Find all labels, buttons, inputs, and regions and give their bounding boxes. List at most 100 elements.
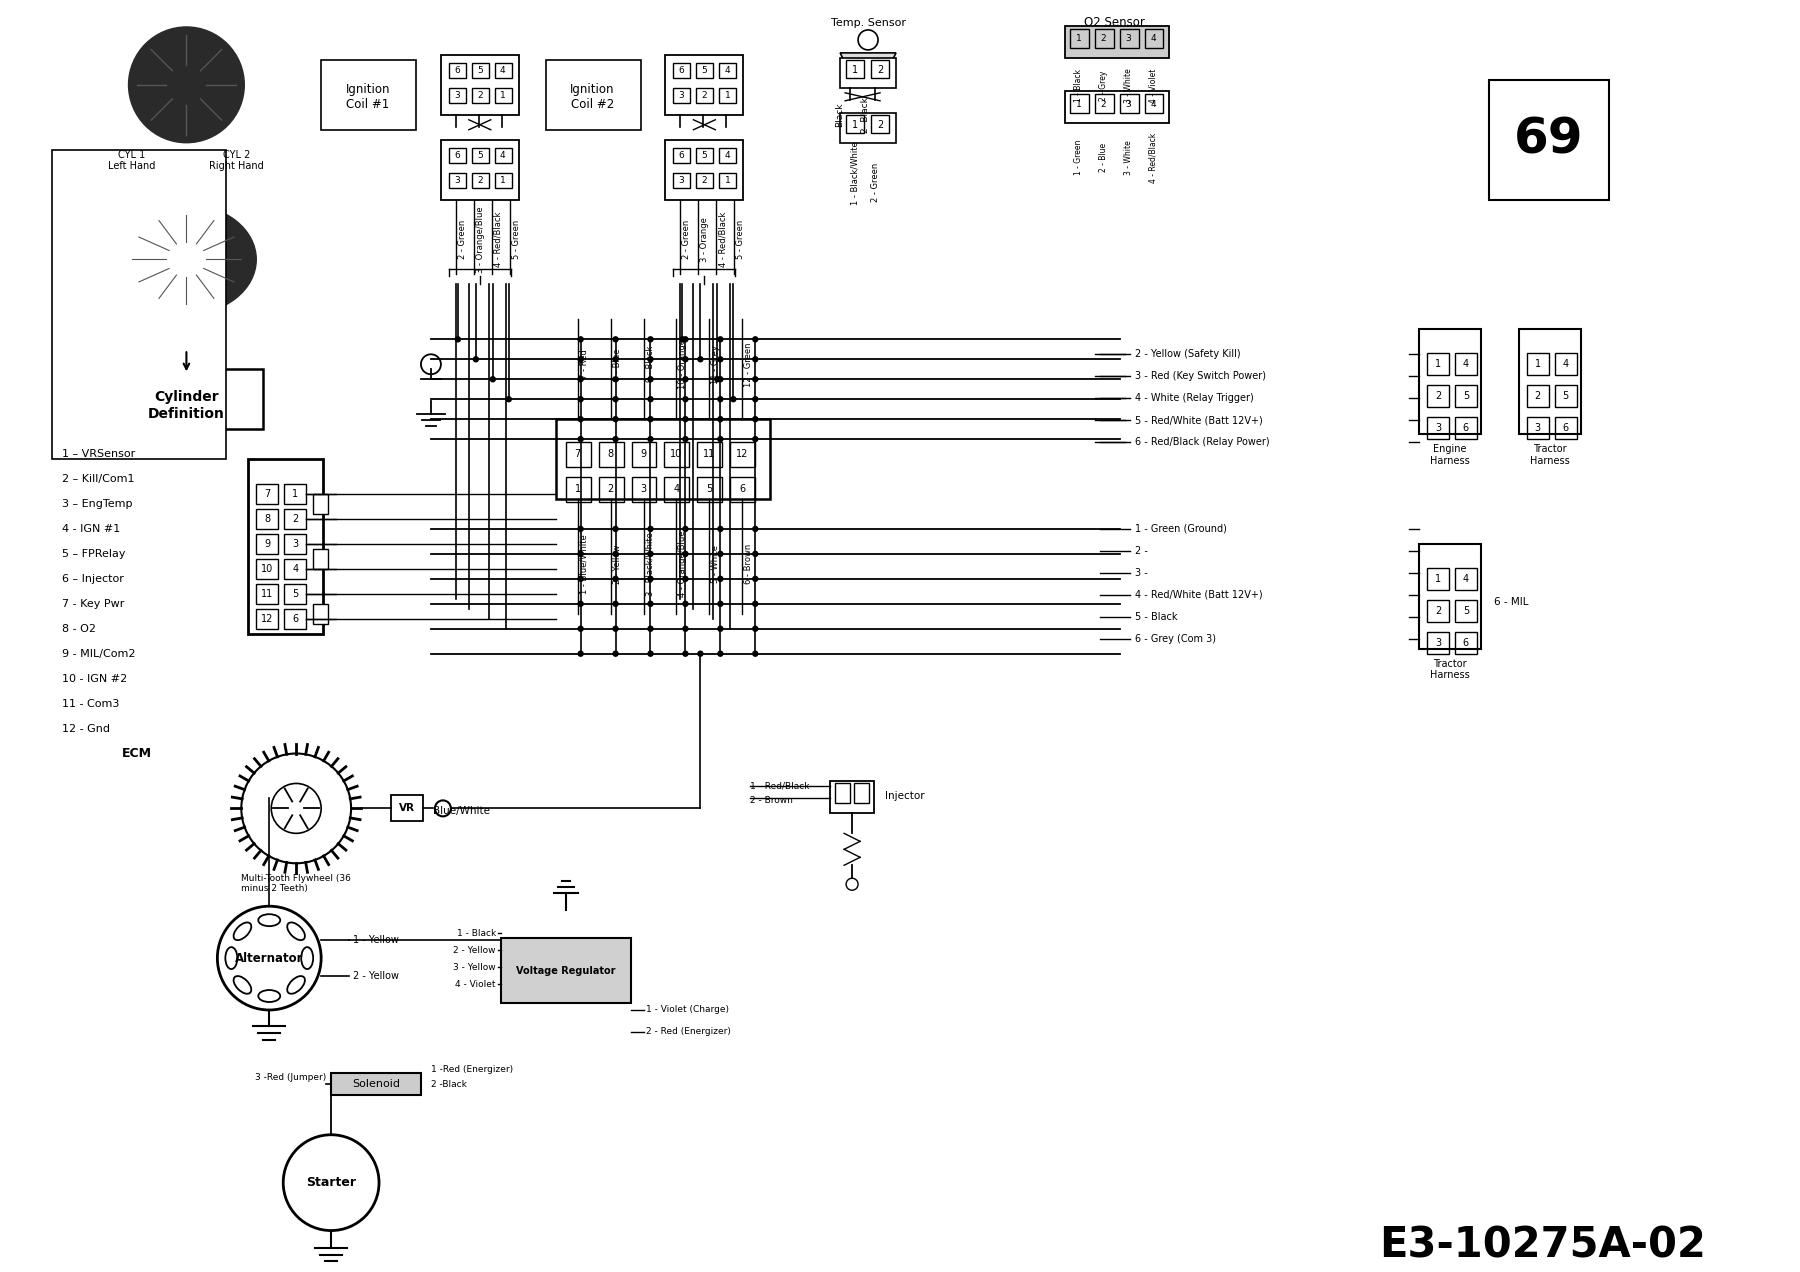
Bar	[1094, 29, 1114, 48]
Text: 6 - Brown: 6 - Brown	[745, 543, 754, 584]
Bar	[256, 584, 279, 604]
Text: 7 - Key Pwr: 7 - Key Pwr	[61, 599, 124, 609]
Ellipse shape	[234, 922, 252, 940]
Text: 6: 6	[740, 485, 745, 494]
Bar	[495, 148, 511, 163]
Ellipse shape	[234, 976, 252, 993]
Circle shape	[614, 651, 617, 656]
Text: 9 - Black: 9 - Black	[646, 346, 655, 383]
Circle shape	[648, 377, 653, 382]
Text: 7: 7	[265, 488, 270, 499]
Text: 6: 6	[679, 66, 684, 75]
Text: 2  Black: 2 Black	[860, 97, 869, 132]
Text: 2 - Blue: 2 - Blue	[1100, 144, 1109, 172]
Bar	[632, 477, 657, 502]
Text: Multi-Tooth Flywheel (36
minus 2 Teeth): Multi-Tooth Flywheel (36 minus 2 Teeth)	[241, 874, 351, 893]
Bar	[720, 148, 736, 163]
Bar	[664, 477, 689, 502]
Bar	[441, 140, 518, 200]
Bar	[256, 534, 279, 553]
Bar	[1418, 329, 1481, 434]
Bar	[1427, 567, 1449, 590]
Text: Coil #1: Coil #1	[346, 98, 389, 111]
Circle shape	[682, 397, 688, 402]
Ellipse shape	[225, 948, 238, 969]
Bar	[830, 781, 875, 813]
Circle shape	[752, 551, 758, 556]
Bar	[1427, 632, 1449, 654]
Bar	[720, 88, 736, 103]
Bar	[52, 150, 227, 459]
Text: 2 - Yellow (Safety Kill): 2 - Yellow (Safety Kill)	[1134, 350, 1240, 359]
Bar	[835, 784, 850, 804]
Circle shape	[578, 417, 583, 421]
Circle shape	[752, 576, 758, 581]
Text: 4: 4	[292, 563, 299, 574]
Text: 5: 5	[292, 589, 299, 599]
Circle shape	[578, 527, 583, 532]
Circle shape	[718, 576, 724, 581]
Circle shape	[718, 337, 724, 342]
Text: 8: 8	[608, 449, 614, 459]
Circle shape	[578, 377, 583, 382]
Bar	[545, 60, 641, 130]
Bar	[697, 62, 713, 78]
Text: 8 - O2: 8 - O2	[61, 623, 95, 633]
Bar	[284, 534, 306, 553]
Text: 2: 2	[1435, 605, 1442, 616]
Text: 3: 3	[1535, 424, 1541, 434]
Bar	[673, 148, 691, 163]
Text: 1: 1	[1076, 100, 1082, 109]
Circle shape	[648, 356, 653, 361]
Circle shape	[752, 626, 758, 631]
Text: Ignition: Ignition	[346, 84, 391, 97]
Circle shape	[578, 602, 583, 607]
Bar	[1454, 600, 1476, 622]
Bar	[1555, 417, 1577, 439]
Text: 4: 4	[1463, 574, 1469, 584]
Text: Engine
Harness: Engine Harness	[1429, 444, 1471, 466]
Bar	[256, 558, 279, 579]
Text: 11 - Com3: 11 - Com3	[61, 698, 119, 709]
Circle shape	[648, 626, 653, 631]
Text: 7: 7	[574, 449, 581, 459]
Circle shape	[682, 356, 688, 361]
Circle shape	[578, 626, 583, 631]
Text: 6 - Red/Black (Relay Power): 6 - Red/Black (Relay Power)	[1134, 438, 1269, 448]
Circle shape	[648, 436, 653, 441]
Text: 6: 6	[1562, 424, 1570, 434]
Text: 3: 3	[1435, 424, 1442, 434]
Circle shape	[648, 397, 653, 402]
Text: Voltage Regulator: Voltage Regulator	[517, 965, 616, 976]
Bar	[248, 459, 324, 633]
Ellipse shape	[288, 976, 304, 993]
Bar	[500, 939, 630, 1004]
Bar	[1526, 385, 1548, 407]
Text: 3: 3	[1125, 34, 1132, 43]
Text: 2: 2	[1102, 100, 1107, 109]
Text: 8: 8	[265, 514, 270, 524]
Bar	[1454, 567, 1476, 590]
Text: 11: 11	[704, 449, 716, 459]
Bar	[472, 62, 490, 78]
Text: 69: 69	[1514, 116, 1584, 164]
Bar	[313, 494, 328, 514]
Text: 2 - Yellow: 2 - Yellow	[454, 945, 495, 954]
Bar	[673, 62, 691, 78]
Text: 6: 6	[454, 66, 459, 75]
Circle shape	[614, 626, 617, 631]
Text: 2: 2	[702, 176, 707, 186]
Text: 5: 5	[477, 151, 482, 160]
Text: 5: 5	[702, 151, 707, 160]
Text: 3 - Red (Key Switch Power): 3 - Red (Key Switch Power)	[1134, 371, 1265, 382]
Text: 9 - MIL/Com2: 9 - MIL/Com2	[61, 649, 135, 659]
Text: 2 - Green: 2 - Green	[871, 163, 880, 202]
Bar	[846, 114, 864, 132]
Circle shape	[648, 602, 653, 607]
Text: 2: 2	[877, 65, 884, 75]
Bar	[1555, 385, 1577, 407]
Circle shape	[715, 377, 720, 382]
Text: 4: 4	[673, 485, 680, 494]
Text: 11: 11	[261, 589, 274, 599]
Text: 2 - Green: 2 - Green	[457, 220, 466, 259]
